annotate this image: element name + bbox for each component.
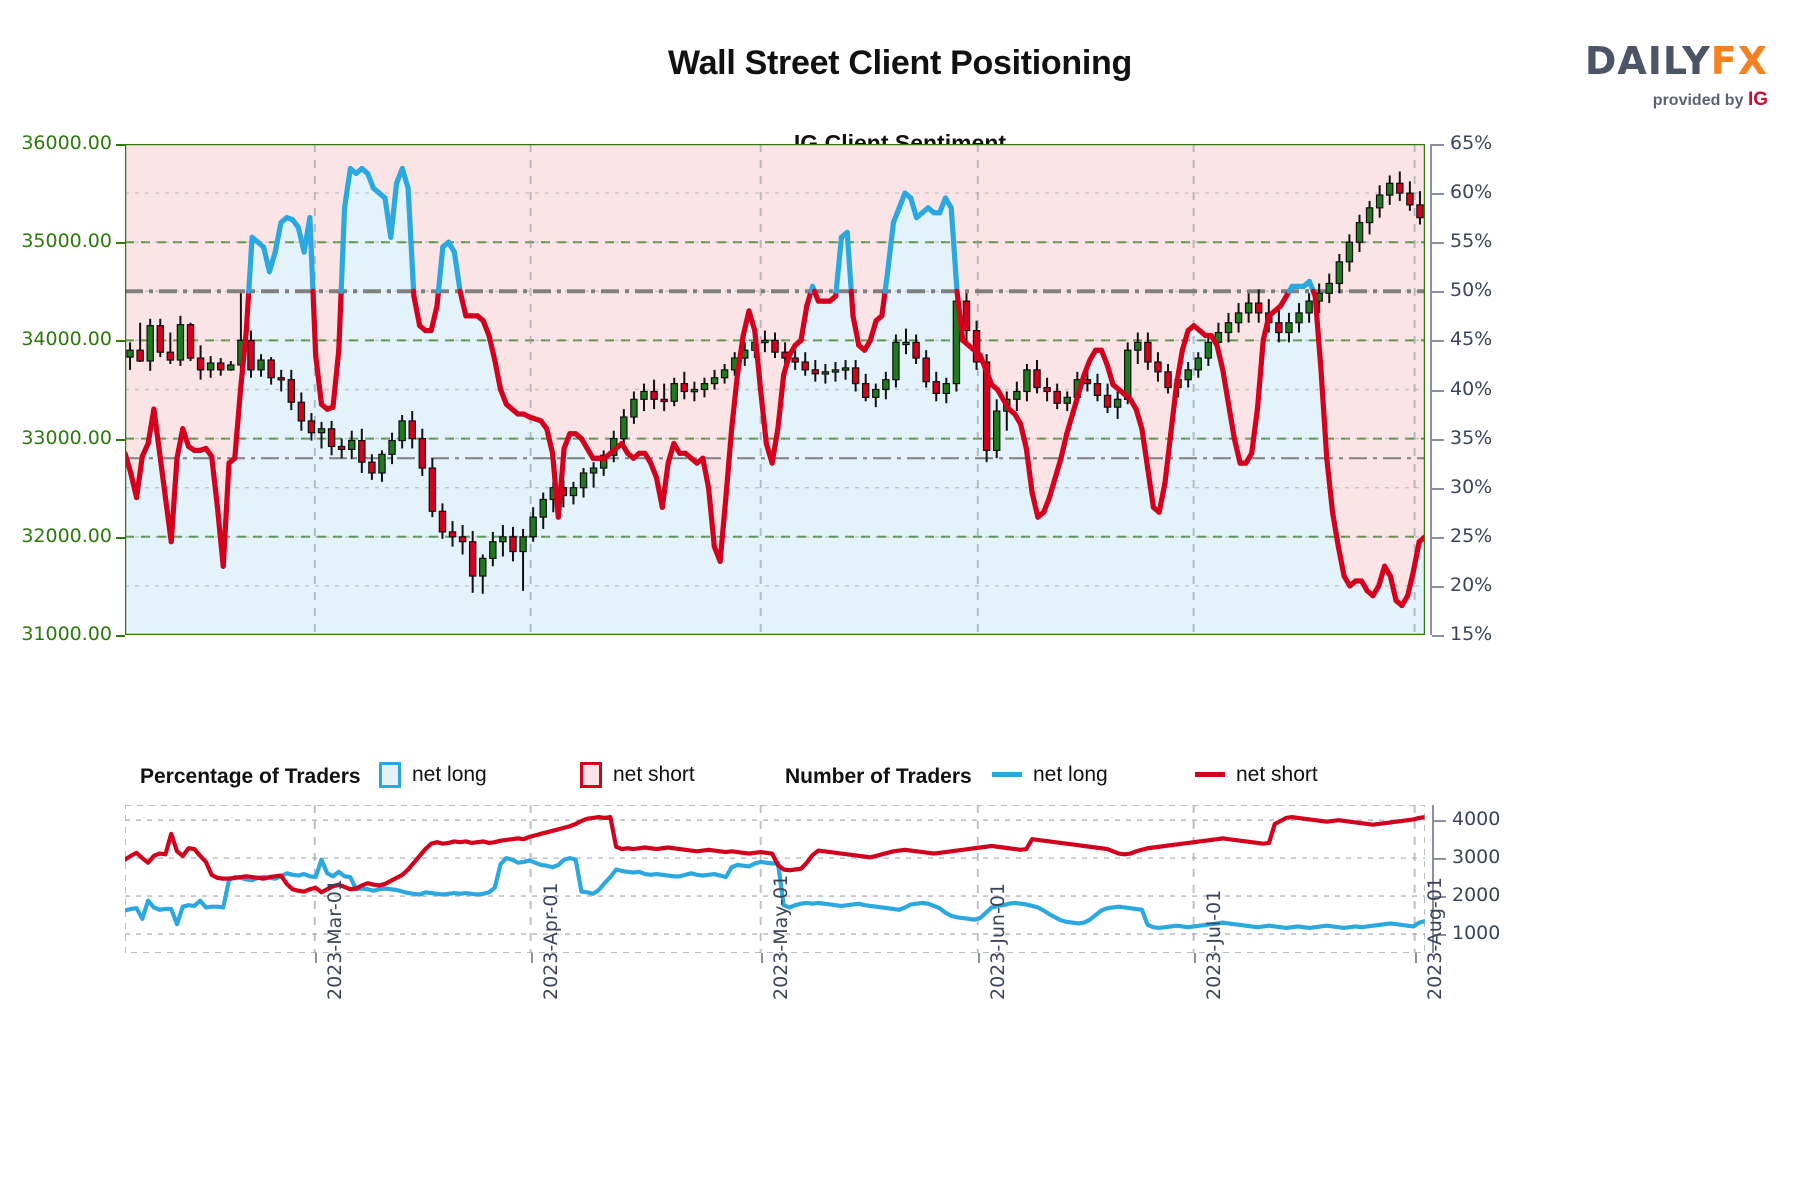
price-tick-label: 34000.00 [21, 328, 112, 351]
price-sentiment-chart [125, 144, 1425, 635]
percent-tick-label: 65% [1450, 132, 1493, 154]
logo-provided-by: provided by IG [1585, 90, 1768, 109]
traders-axis-spine [1432, 805, 1434, 953]
date-tick-label: 2023-May-01 [769, 874, 792, 1000]
percent-tick-label: 50% [1450, 279, 1493, 302]
date-tick-label: 2023-Aug-01 [1423, 877, 1446, 1000]
date-tick-mark [760, 953, 763, 963]
date-tick-label: 2023-Jun-01 [986, 883, 1009, 1000]
traders-tick-label: 3000 [1452, 846, 1501, 869]
price-tick-mark [116, 144, 125, 146]
percent-tick-label: 40% [1450, 377, 1493, 400]
date-tick-mark [977, 953, 980, 963]
traders-tick-mark [1434, 896, 1446, 899]
legend-group-number: Number of Traders [785, 765, 972, 788]
ig-logo-text: IG [1747, 89, 1768, 110]
date-tick-mark [314, 953, 317, 963]
traders-tick-label: 4000 [1452, 808, 1501, 831]
percent-tick-mark [1432, 144, 1444, 146]
percent-tick-label: 35% [1450, 426, 1493, 449]
percent-tick-mark [1432, 585, 1444, 588]
price-tick-label: 33000.00 [21, 426, 112, 449]
percent-tick-mark [1432, 635, 1444, 637]
legend-label-pct-net-short: net short [613, 763, 695, 786]
percent-tick-mark [1432, 536, 1444, 539]
percent-tick-label: 60% [1450, 181, 1493, 204]
legend-swatch-pct-net-short[interactable] [580, 762, 602, 788]
percent-axis-spine [1430, 144, 1432, 635]
legend-line-num-net-long[interactable] [992, 772, 1022, 777]
percent-tick-label: 30% [1450, 475, 1493, 498]
provided-by-text: provided by [1652, 92, 1744, 109]
number-of-traders-chart [125, 805, 1425, 953]
legend-label-pct-net-long: net long [412, 763, 487, 786]
traders-tick-label: 2000 [1452, 884, 1501, 907]
percent-tick-label: 20% [1450, 573, 1493, 596]
percent-tick-mark [1432, 340, 1444, 343]
price-tick-label: 35000.00 [21, 230, 112, 253]
date-tick-mark [530, 953, 533, 963]
percent-tick-mark [1432, 389, 1444, 392]
price-tick-label: 31000.00 [21, 623, 112, 645]
percent-tick-label: 45% [1450, 328, 1493, 351]
price-tick-mark [116, 242, 125, 245]
percent-tick-mark [1432, 291, 1444, 294]
dailyfx-logo: DAILYFX provided by IG [1585, 42, 1768, 109]
logo-wordmark: DAILYFX [1585, 42, 1768, 80]
chart-legend: Percentage of Traders net long net short… [125, 757, 1465, 799]
traders-tick-mark [1434, 934, 1446, 937]
legend-swatch-pct-net-long[interactable] [379, 762, 401, 788]
traders-tick-mark [1434, 820, 1446, 823]
percent-tick-label: 25% [1450, 524, 1493, 547]
price-tick-label: 36000.00 [21, 132, 112, 154]
legend-line-num-net-short[interactable] [1195, 772, 1225, 777]
price-tick-mark [116, 340, 125, 343]
price-tick-mark [116, 536, 125, 539]
legend-label-num-net-short: net short [1236, 763, 1318, 786]
percent-tick-mark [1432, 193, 1444, 196]
price-tick-label: 32000.00 [21, 524, 112, 547]
logo-fx-text: FX [1710, 39, 1768, 83]
percent-tick-label: 15% [1450, 623, 1493, 645]
date-tick-label: 2023-Mar-01 [323, 879, 346, 1000]
date-tick-label: 2023-Apr-01 [539, 882, 562, 1000]
logo-daily-text: DAILY [1584, 39, 1711, 83]
date-tick-mark [1193, 953, 1196, 963]
percent-tick-mark [1432, 242, 1444, 245]
percent-tick-mark [1432, 438, 1444, 441]
page-title: Wall Street Client Positioning [668, 44, 1132, 82]
percent-tick-label: 55% [1450, 230, 1493, 253]
price-tick-mark [116, 438, 125, 441]
legend-group-percentage: Percentage of Traders [140, 765, 361, 788]
percent-tick-mark [1432, 487, 1444, 490]
traders-tick-mark [1434, 858, 1446, 861]
traders-tick-label: 1000 [1452, 922, 1501, 945]
date-tick-label: 2023-Jul-01 [1202, 889, 1225, 1000]
date-tick-mark [1414, 953, 1417, 963]
legend-label-num-net-long: net long [1033, 763, 1108, 786]
price-tick-mark [116, 635, 125, 637]
